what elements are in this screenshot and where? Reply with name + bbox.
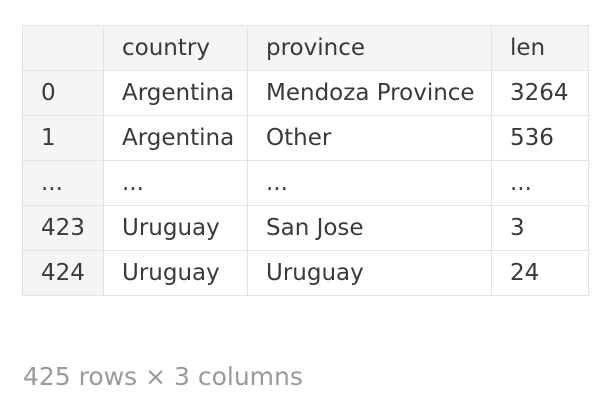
cell-len: 3 <box>491 205 589 251</box>
row-index: 1 <box>22 115 104 161</box>
dataframe-output: country province len 0 Argentina Mendoza… <box>22 25 589 296</box>
row-index: ... <box>22 160 104 206</box>
column-header-province: province <box>247 25 492 71</box>
cell-province: Other <box>247 115 492 161</box>
row-index: 423 <box>22 205 104 251</box>
table-row: 1 Argentina Other 536 <box>22 115 589 161</box>
cell-len: ... <box>491 160 589 206</box>
cell-country: Argentina <box>103 70 248 116</box>
cell-province: San Jose <box>247 205 492 251</box>
dataframe-shape-summary: 425 rows × 3 columns <box>23 362 303 391</box>
table-row: 423 Uruguay San Jose 3 <box>22 205 589 251</box>
row-index: 424 <box>22 250 104 296</box>
cell-province: ... <box>247 160 492 206</box>
table-row: 424 Uruguay Uruguay 24 <box>22 250 589 296</box>
cell-country: Uruguay <box>103 250 248 296</box>
cell-province: Uruguay <box>247 250 492 296</box>
ellipsis-row: ... ... ... ... <box>22 160 589 206</box>
dataframe-table: country province len 0 Argentina Mendoza… <box>22 25 589 296</box>
cell-len: 24 <box>491 250 589 296</box>
cell-province: Mendoza Province <box>247 70 492 116</box>
header-row: country province len <box>22 25 589 71</box>
index-column-header <box>22 25 104 71</box>
row-index: 0 <box>22 70 104 116</box>
column-header-len: len <box>491 25 589 71</box>
table-body: 0 Argentina Mendoza Province 3264 1 Arge… <box>22 70 589 296</box>
table-header: country province len <box>22 25 589 71</box>
cell-country: Argentina <box>103 115 248 161</box>
cell-country: ... <box>103 160 248 206</box>
cell-country: Uruguay <box>103 205 248 251</box>
cell-len: 3264 <box>491 70 589 116</box>
cell-len: 536 <box>491 115 589 161</box>
column-header-country: country <box>103 25 248 71</box>
table-row: 0 Argentina Mendoza Province 3264 <box>22 70 589 116</box>
